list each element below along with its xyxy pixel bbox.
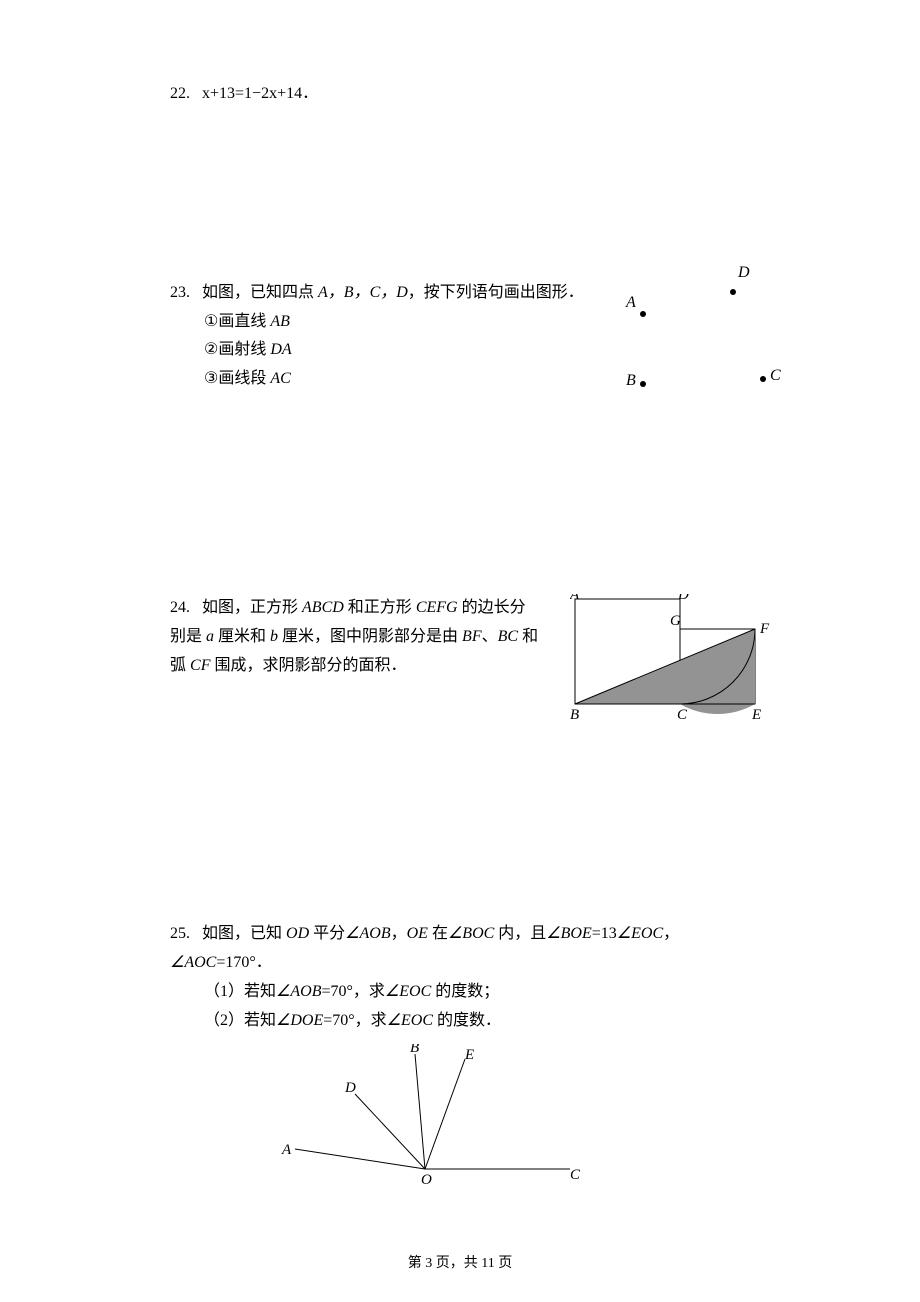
q25-number: 25.	[170, 920, 198, 949]
question-25: 25. 如图，已知 OD 平分∠AOB，OE 在∠BOC 内，且∠BOE=13∠…	[170, 920, 750, 1204]
circled-1: ①	[204, 308, 218, 337]
lbl-A: A	[570, 594, 580, 603]
lbl-B: B	[570, 707, 579, 723]
point-D: D	[730, 277, 736, 306]
q23-number: 23.	[170, 279, 198, 308]
q23-points: A，B，C，D	[318, 284, 408, 301]
lbl-B: B	[410, 1044, 419, 1056]
point-C: C	[760, 364, 766, 393]
q24-figure: A D G F B C E	[570, 594, 770, 750]
lbl-C: C	[570, 1167, 581, 1183]
circled-3: ③	[204, 365, 218, 394]
lbl-F: F	[759, 621, 770, 637]
lbl-G: G	[670, 613, 681, 629]
page-footer: 第 3 页，共 11 页	[0, 1252, 920, 1272]
lbl-A: A	[281, 1142, 292, 1158]
point-B: B	[640, 369, 646, 398]
q23-intro-b: ，按下列语句画出图形．	[408, 284, 584, 301]
question-22: 22. x+13=1−2x+14．	[170, 80, 750, 109]
lbl-E: E	[464, 1047, 474, 1063]
point-A: A	[640, 299, 646, 328]
question-23: 23. 如图，已知四点 A，B，C，D，按下列语句画出图形． ①画直线 AB ②…	[170, 279, 750, 394]
q25-part1: （1）若知∠AOB=70°，求∠EOC 的度数；	[170, 978, 750, 1007]
q23-figure: A D B C	[630, 269, 810, 389]
lbl-D: D	[677, 594, 689, 603]
q24-number: 24.	[170, 594, 198, 623]
lbl-O: O	[421, 1172, 432, 1188]
question-24: 24. 如图，正方形 ABCD 和正方形 CEFG 的边长分别是 a 厘米和 b…	[170, 594, 750, 680]
q23-intro-a: 如图，已知四点	[202, 284, 318, 301]
q22-number: 22.	[170, 80, 198, 109]
lbl-C: C	[677, 707, 688, 723]
circled-2: ②	[204, 336, 218, 365]
q25-figure: O C A D B E	[270, 1044, 750, 1205]
lbl-E: E	[751, 707, 761, 723]
q25-part2: （2）若知∠DOE=70°，求∠EOC 的度数．	[170, 1007, 750, 1036]
lbl-D: D	[344, 1080, 356, 1096]
q22-text: x+13=1−2x+14．	[202, 85, 318, 102]
